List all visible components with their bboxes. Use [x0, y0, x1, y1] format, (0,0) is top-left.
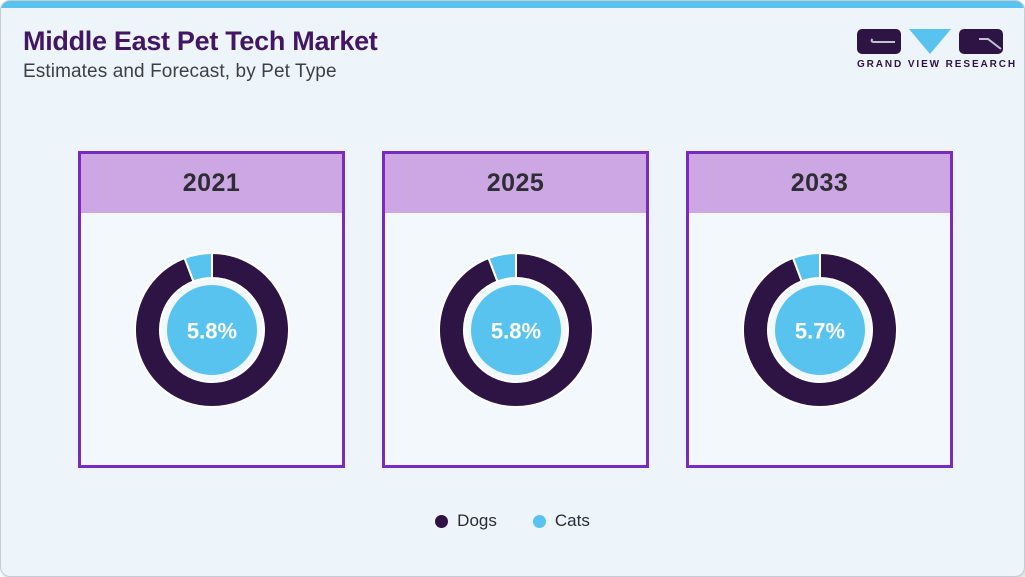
- year-panels: 2021 5.8% 2025 5.8% 2033 5.7%: [78, 151, 953, 468]
- page-subtitle: Estimates and Forecast, by Pet Type: [23, 60, 337, 82]
- year-panel-header: 2021: [81, 154, 342, 213]
- cats-swatch-icon: [532, 514, 546, 528]
- year-panel-header: 2025: [385, 154, 646, 213]
- year-label: 2025: [486, 169, 545, 197]
- logo-g-icon: [857, 29, 901, 54]
- year-label: 2021: [182, 169, 241, 197]
- chart-legend: Dogs Cats: [1, 511, 1024, 531]
- legend-label-dogs: Dogs: [457, 511, 497, 530]
- year-panel-header: 2033: [689, 154, 950, 213]
- logo-r-icon: [959, 29, 1003, 54]
- year-label: 2033: [790, 169, 849, 197]
- logo-text: GRAND VIEW RESEARCH: [857, 59, 1017, 70]
- donut-chart-2021: 5.8%: [81, 213, 342, 415]
- dogs-swatch-icon: [435, 514, 449, 528]
- year-panel-2033: 2033 5.7%: [686, 151, 953, 468]
- page-title: Middle East Pet Tech Market: [23, 26, 378, 56]
- svg-text:5.8%: 5.8%: [490, 319, 540, 344]
- donut-chart-svg: 5.7%: [741, 252, 898, 408]
- legend-item-cats: Cats: [532, 511, 590, 531]
- legend-label-cats: Cats: [554, 511, 590, 530]
- gvr-logo-marks: [857, 29, 1003, 54]
- top-accent-bar: [1, 1, 1024, 8]
- legend-item-dogs: Dogs: [435, 511, 497, 531]
- donut-chart-svg: 5.8%: [437, 252, 594, 408]
- svg-text:5.7%: 5.7%: [794, 319, 844, 344]
- donut-chart-2033: 5.7%: [689, 213, 950, 415]
- donut-chart-svg: 5.8%: [133, 252, 290, 408]
- year-panel-2021: 2021 5.8%: [78, 151, 345, 468]
- year-panel-2025: 2025 5.8%: [382, 151, 649, 468]
- donut-chart-2025: 5.8%: [385, 213, 646, 415]
- gvr-logo: GRAND VIEW RESEARCH: [857, 29, 1017, 70]
- logo-v-icon: [909, 29, 951, 54]
- svg-text:5.8%: 5.8%: [186, 319, 236, 344]
- header: Middle East Pet Tech Market Estimates an…: [23, 26, 378, 83]
